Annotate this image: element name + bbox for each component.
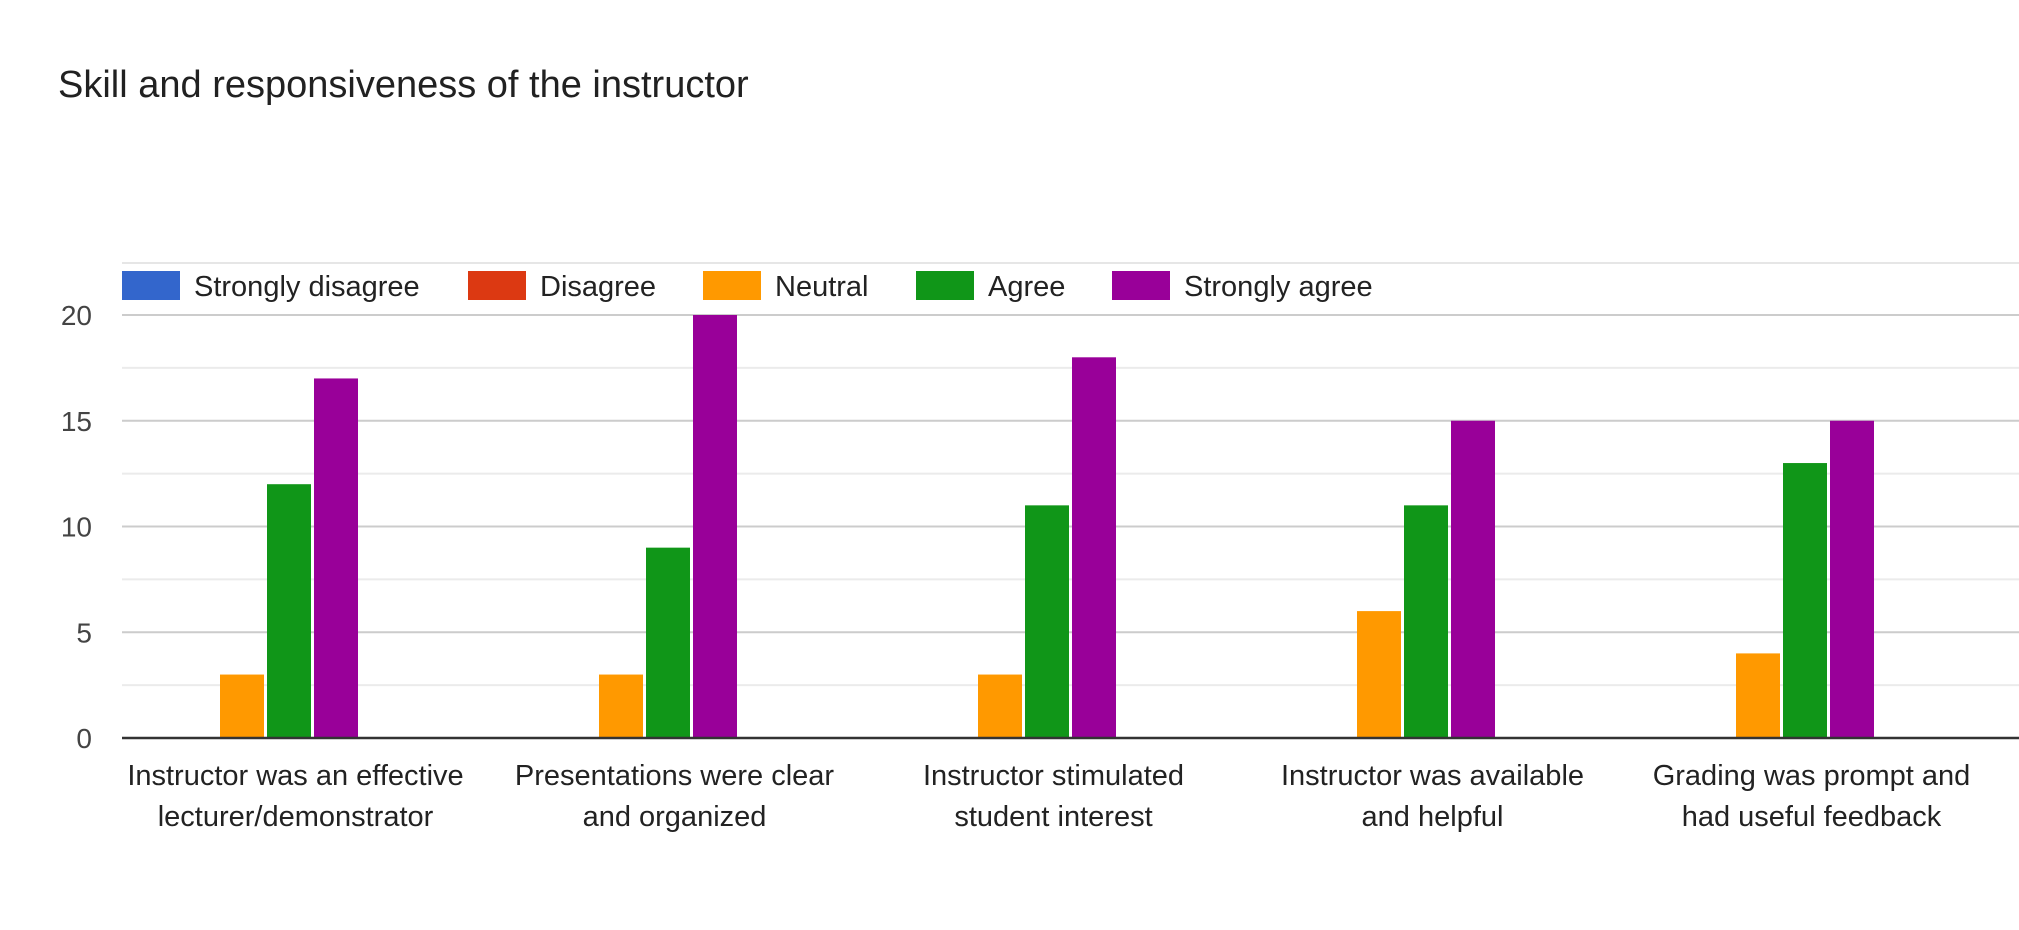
x-category-label: Instructor was an effective — [127, 760, 463, 792]
bar-strongly-agree[interactable] — [314, 378, 358, 738]
x-category-label: Presentations were clear — [515, 760, 834, 792]
legend-item-strongly-agree[interactable]: Strongly agree — [1112, 271, 1373, 303]
bar-neutral[interactable] — [978, 674, 1022, 738]
bar-agree[interactable] — [646, 547, 690, 738]
bar-agree[interactable] — [1025, 505, 1069, 738]
legend-swatch — [1112, 271, 1170, 300]
x-category-label: Instructor stimulated — [923, 760, 1184, 792]
bar-agree[interactable] — [1404, 505, 1448, 738]
axes: 0 5 10 15 20 Instructor was an effective lectu… — [61, 300, 2019, 833]
legend[interactable]: Strongly disagree Disagree Neutral Agree Str… — [122, 271, 1373, 303]
x-category-label: student interest — [954, 801, 1152, 833]
x-category-label: had useful feedback — [1682, 801, 1942, 833]
bar-neutral[interactable] — [1736, 653, 1780, 738]
bar-strongly-agree[interactable] — [1830, 420, 1874, 738]
y-tick-label: 5 — [76, 617, 92, 648]
y-tick-label: 20 — [61, 300, 92, 331]
bar-agree[interactable] — [267, 484, 311, 738]
legend-label: Neutral — [775, 271, 869, 303]
legend-label: Strongly disagree — [194, 271, 420, 303]
legend-label: Disagree — [540, 271, 656, 303]
legend-item-neutral[interactable]: Neutral — [703, 271, 869, 303]
legend-swatch — [916, 271, 974, 300]
bar-strongly-agree[interactable] — [693, 315, 737, 738]
y-tick-label: 0 — [76, 723, 92, 754]
bar-neutral[interactable] — [599, 674, 643, 738]
legend-label: Strongly agree — [1184, 271, 1373, 303]
x-category-label: and helpful — [1362, 801, 1504, 833]
bar-neutral[interactable] — [1357, 611, 1401, 738]
legend-item-agree[interactable]: Agree — [916, 271, 1065, 303]
legend-item-strongly-disagree[interactable]: Strongly disagree — [122, 271, 420, 303]
x-category-label: Grading was prompt and — [1653, 760, 1971, 792]
bar-neutral[interactable] — [220, 674, 264, 738]
legend-swatch — [122, 271, 180, 300]
grid-lines — [122, 262, 2019, 687]
x-category-label: Instructor was available — [1281, 760, 1584, 792]
legend-label: Agree — [988, 271, 1065, 303]
chart-title: Skill and responsiveness of the instruct… — [58, 64, 749, 106]
bars — [220, 315, 1874, 738]
x-category-label: and organized — [583, 801, 767, 833]
y-tick-label: 10 — [61, 512, 92, 543]
bar-strongly-agree[interactable] — [1451, 420, 1495, 738]
x-category-label: lecturer/demonstrator — [158, 801, 434, 833]
legend-swatch — [468, 271, 526, 300]
bar-agree[interactable] — [1783, 463, 1827, 738]
legend-item-disagree[interactable]: Disagree — [468, 271, 656, 303]
y-tick-label: 15 — [61, 406, 92, 437]
legend-swatch — [703, 271, 761, 300]
bar-strongly-agree[interactable] — [1072, 357, 1116, 738]
